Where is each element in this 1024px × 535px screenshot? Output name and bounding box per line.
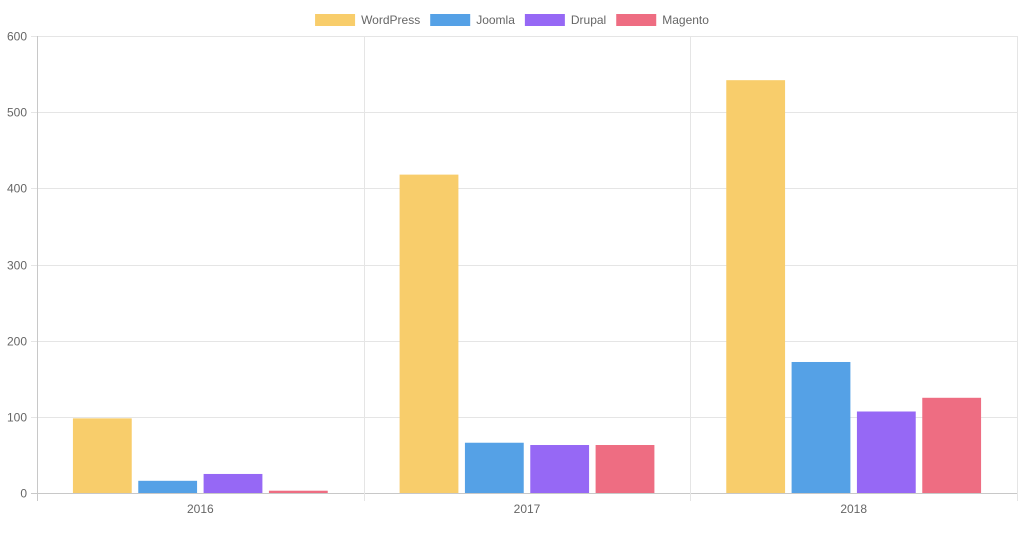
y-tick-label: 300 xyxy=(7,259,27,273)
bar-joomla-2018[interactable] xyxy=(791,361,851,493)
bar-joomla-2017[interactable] xyxy=(464,442,524,493)
x-axis-ticks: 2016 2017 2018 xyxy=(187,502,867,516)
y-axis-ticks: 0 100 200 300 400 500 600 xyxy=(7,30,27,501)
bar-drupal-2017[interactable] xyxy=(530,445,590,493)
legend-label: Magento xyxy=(662,13,709,27)
x-tick-label: 2018 xyxy=(840,502,867,516)
legend-item-drupal[interactable]: Drupal xyxy=(524,13,606,27)
bar-wordpress-2017[interactable] xyxy=(399,174,459,493)
y-tick-label: 600 xyxy=(7,30,27,44)
legend-item-joomla[interactable]: Joomla xyxy=(430,13,515,27)
bar-drupal-2016[interactable] xyxy=(203,473,263,493)
x-tick-label: 2016 xyxy=(187,502,214,516)
bar-magento-2017[interactable] xyxy=(595,445,655,493)
legend-swatch xyxy=(315,14,356,26)
legend-label: Joomla xyxy=(476,13,515,27)
bar-drupal-2018[interactable] xyxy=(856,411,916,494)
legend-label: Drupal xyxy=(571,13,606,27)
legend-item-wordpress[interactable]: WordPress xyxy=(315,13,420,27)
bar-joomla-2016[interactable] xyxy=(138,480,198,493)
legend-label: WordPress xyxy=(361,13,420,27)
grid-lines xyxy=(31,36,1018,501)
legend-item-magento[interactable]: Magento xyxy=(616,13,709,27)
legend-swatch xyxy=(430,14,471,26)
y-tick-label: 0 xyxy=(20,487,27,501)
bars xyxy=(72,80,982,494)
y-tick-label: 400 xyxy=(7,182,27,196)
y-tick-label: 500 xyxy=(7,106,27,120)
legend-swatch xyxy=(616,14,657,26)
bar-wordpress-2016[interactable] xyxy=(72,418,132,493)
bar-wordpress-2018[interactable] xyxy=(726,80,786,494)
bar-magento-2018[interactable] xyxy=(922,397,982,493)
x-tick-label: 2017 xyxy=(514,502,541,516)
bar-magento-2016[interactable] xyxy=(268,490,328,493)
y-tick-label: 100 xyxy=(7,411,27,425)
legend: WordPress Joomla Drupal Magento xyxy=(315,13,709,27)
legend-swatch xyxy=(524,14,565,26)
y-tick-label: 200 xyxy=(7,335,27,349)
